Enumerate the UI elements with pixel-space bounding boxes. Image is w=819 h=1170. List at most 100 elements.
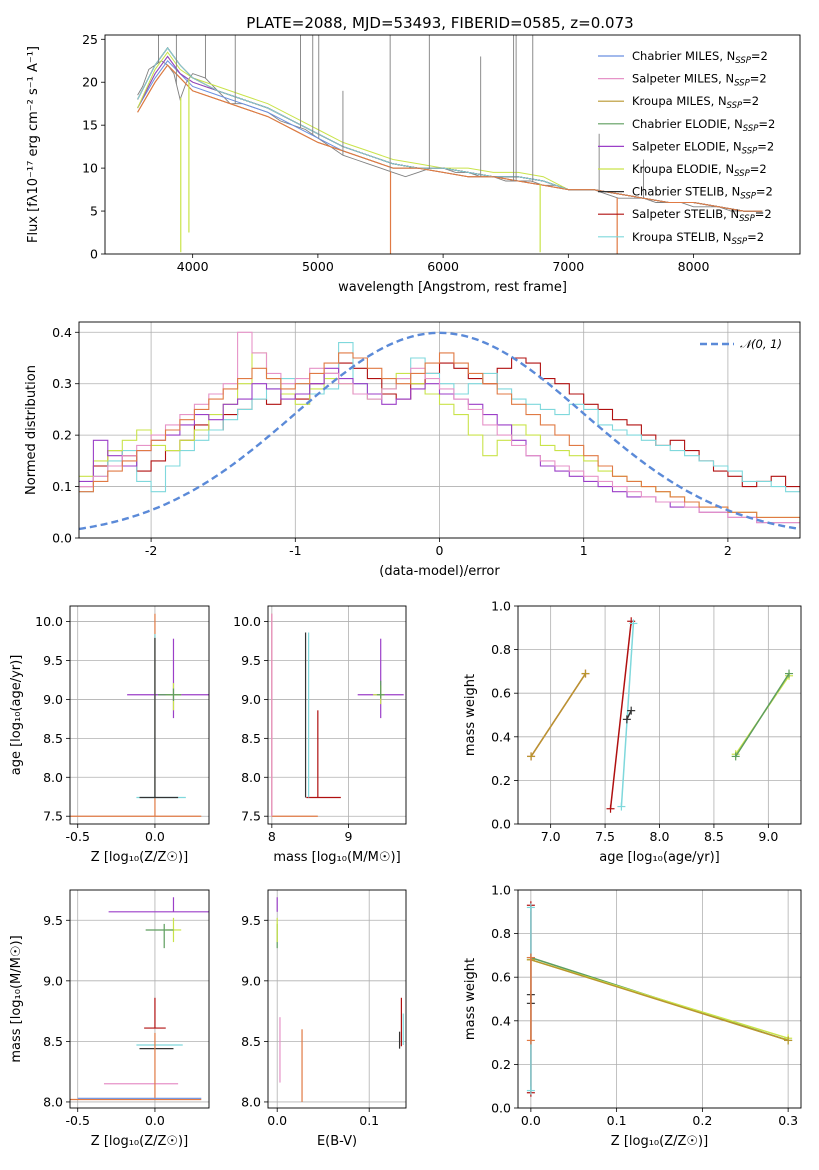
x-tick-label: 4000 [177,259,209,274]
legend-entry-subscript: SSP [740,192,756,202]
data-point-errorbar [144,997,166,1029]
x-axis-label: Z [log₁₀(Z/Z☉)] [91,1134,188,1149]
y-tick-label: 8.5 [241,1034,261,1049]
residual-histogram-step [79,352,800,524]
legend-entry-tail: =2 [742,94,759,108]
mass-weight-line [530,673,587,757]
legend-entry-tail: =2 [755,207,772,221]
x-tick-label: 0.0 [145,1113,165,1128]
data-point-errorbar [145,923,174,949]
plot-area-spectrum [137,35,763,254]
x-tick-label: 7.0 [541,829,561,844]
x-tick-label: 0.0 [145,829,165,844]
axes-frame [267,605,407,825]
plot-area-age-vs-Z [70,613,209,817]
y-tick-label: 0.3 [52,376,72,391]
chart-title: PLATE=2088, MJD=53493, FIBERID=0585, z=0… [246,14,633,32]
panel-massweight-vs-Z: 0.0 0.1 0.2 0.3 0.0 0.2 0.4 0.6 0.8 1.0 Z [log₁₀(Z… [463,883,802,1149]
x-tick-label: 8 [268,829,276,844]
data-point-errorbar [108,897,209,913]
panel-residuals: -2 -1 0 1 2 0.0 0.1 0.2 0.3 0.4 (data-model)/error… [24,321,801,579]
y-tick-label: 0.6 [491,970,511,985]
data-point-errorbar [139,637,179,799]
x-axis-label: age [log₁₀(age/yr)] [599,850,720,865]
y-tick-label: 0.2 [52,428,72,443]
y-axis-label: Normed distribution [24,365,39,495]
x-axis-label: (data-model)/error [379,564,500,579]
legend-entry-label: Salpeter STELIB, N [632,207,739,221]
legend-entry-subscript: SSP [727,101,743,111]
axes-frame [69,605,210,825]
y-tick-label: 0.0 [52,531,72,546]
y-tick-label: 0.1 [52,479,72,494]
y-axis-label: age [log₁₀(age/yr)] [9,655,24,776]
axes-frame [517,889,802,1109]
legend-entry-subscript: SSP [739,214,755,224]
y-tick-label: 0.8 [491,926,511,941]
x-tick-label: 0.3 [778,1113,798,1128]
data-point-errorbar [158,688,182,701]
legend-entry-label: Salpeter ELODIE, N [632,139,742,153]
axes-frame [69,889,210,1109]
mass-weight-marker [784,1036,793,1045]
legend-entry: Chabrier ELODIE, NSSP=2 [632,117,775,134]
y-tick-label: 25 [82,32,98,47]
y-tick-label: 0.6 [491,686,511,701]
legend-entry-tail: =2 [756,185,773,199]
y-tick-label: 8.5 [43,731,63,746]
plot-area-massweight-vs-Z [526,901,793,1097]
legend-entry-tail: =2 [758,117,775,131]
plot-area-residuals [79,331,800,531]
legend-entry: Salpeter MILES, NSSP=2 [632,72,767,89]
legend-entry: Salpeter ELODIE, NSSP=2 [632,139,774,156]
panel-age-vs-Z: -0.5 0.0 7.5 8.0 8.5 9.0 9.5 10.0 Z [log₁₀(Z/Z☉)… [9,605,210,865]
y-tick-label: 0.8 [491,642,511,657]
x-tick-label: 7000 [552,259,584,274]
y-tick-label: 0.2 [491,1057,511,1072]
x-tick-label: 0 [436,543,444,558]
y-tick-label: 9.0 [43,692,63,707]
mass-weight-marker [526,953,535,962]
panel-spectrum: 4000 5000 6000 7000 8000 0 5 10 15 20 25 wavelength… [26,14,801,295]
legend-entry: Chabrier STELIB, NSSP=2 [632,185,773,202]
x-tick-label: 5000 [302,259,334,274]
x-tick-label: 8.5 [704,829,724,844]
mass-weight-marker [581,669,590,678]
plot-area-age-vs-mass [271,613,404,817]
mass-weight-line [626,710,632,720]
x-axis-label: mass [log₁₀(M/M☉)] [273,850,400,865]
y-tick-label: 9.0 [43,973,63,988]
normal-distribution-curve [79,331,800,531]
legend-entry: Kroupa MILES, NSSP=2 [632,94,759,111]
mass-weight-marker [731,752,740,761]
axes-frame [104,34,801,255]
model-spectrum-line [137,64,763,212]
y-tick-label: 5 [90,204,98,219]
axes-frame [267,889,407,1109]
x-tick-label: 0.1 [359,1113,379,1128]
y-tick-label: 9.5 [241,653,261,668]
mass-weight-marker [785,669,794,678]
x-tick-label: -0.5 [66,1113,90,1128]
mass-weight-line [530,959,789,1042]
x-tick-label: 9 [345,829,353,844]
x-tick-label: -2 [145,543,157,558]
y-tick-label: 20 [82,75,98,90]
y-axis-label: mass weight [463,958,478,1040]
y-tick-label: 1.0 [491,599,511,614]
legend-entry-tail: =2 [750,162,767,176]
x-tick-label: 6000 [427,259,459,274]
y-tick-label: 0.4 [52,325,72,340]
panel-massweight-vs-age: 7.0 7.5 8.0 8.5 9.0 0.0 0.2 0.4 0.6 0.8 1.0 age [lo… [463,599,802,865]
y-tick-label: 8.5 [43,1034,63,1049]
y-tick-label: 0.2 [491,773,511,788]
y-axis-label: Flux [fλ10⁻¹⁷ erg cm⁻² s⁻¹ A⁻¹] [26,46,41,243]
mass-weight-marker [606,804,615,813]
x-axis-label: Z [log₁₀(Z/Z☉)] [611,1134,708,1149]
mass-weight-line [609,621,632,809]
legend-entry-tail: =2 [757,139,774,153]
y-tick-label: 10.0 [233,614,261,629]
